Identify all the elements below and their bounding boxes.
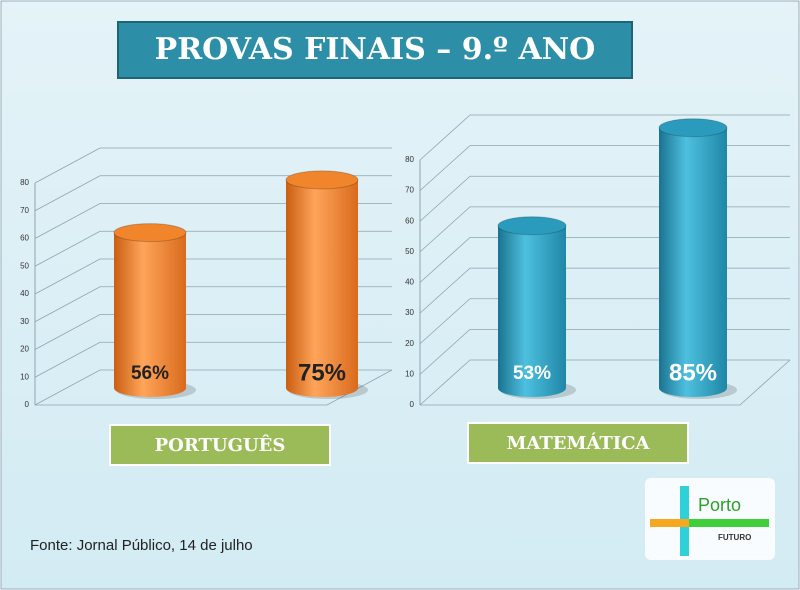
grid-line	[419, 114, 790, 161]
bar	[498, 225, 566, 397]
y-tick-label: 70	[20, 206, 29, 215]
y-tick-label: 40	[20, 289, 29, 298]
value-label: 85%	[669, 359, 717, 386]
y-tick-label: 50	[405, 247, 414, 256]
x-label-box	[109, 424, 331, 466]
y-tick-label: 0	[410, 400, 415, 409]
logo-subtext: FUTURO	[718, 533, 751, 542]
y-tick-label: 10	[20, 372, 29, 381]
y-tick-label: 30	[20, 317, 29, 326]
floor	[420, 359, 791, 406]
y-tick-label: 20	[20, 345, 29, 354]
floor	[35, 369, 393, 406]
bar-top	[285, 170, 359, 190]
y-tick-label: 80	[20, 178, 29, 187]
y-tick-label: 60	[20, 234, 29, 243]
y-tick-label: 0	[25, 400, 30, 409]
value-label: 75%	[298, 359, 346, 386]
title: PROVAS FINAIS – 9.º ANO	[155, 32, 596, 67]
y-tick-label: 70	[405, 186, 414, 195]
y-tick-label: 10	[405, 369, 414, 378]
bar-top	[658, 118, 728, 138]
grid-line	[34, 147, 392, 184]
logo-bar	[650, 519, 700, 527]
x-label: MATEMÁTICA	[506, 431, 650, 454]
y-tick-label: 50	[20, 261, 29, 270]
source: Fonte: Jornal Público, 14 de julho	[30, 537, 253, 554]
title-box	[117, 21, 633, 79]
x-label: PORTUGUÊS	[155, 433, 286, 456]
y-tick-label: 30	[405, 308, 414, 317]
value-label: 53%	[513, 363, 551, 384]
bar-top	[497, 216, 567, 236]
bar	[114, 232, 186, 397]
y-tick-label: 80	[405, 155, 414, 164]
y-tick-label: 40	[405, 278, 414, 287]
value-label: 56%	[131, 363, 169, 384]
bar	[659, 127, 727, 397]
logo-bar	[689, 519, 769, 527]
logo-text: Porto	[698, 495, 741, 515]
y-tick-label: 20	[405, 339, 414, 348]
bar	[286, 179, 358, 397]
x-label-box	[467, 422, 689, 464]
y-tick-label: 60	[405, 216, 414, 225]
bar-top	[113, 223, 187, 243]
